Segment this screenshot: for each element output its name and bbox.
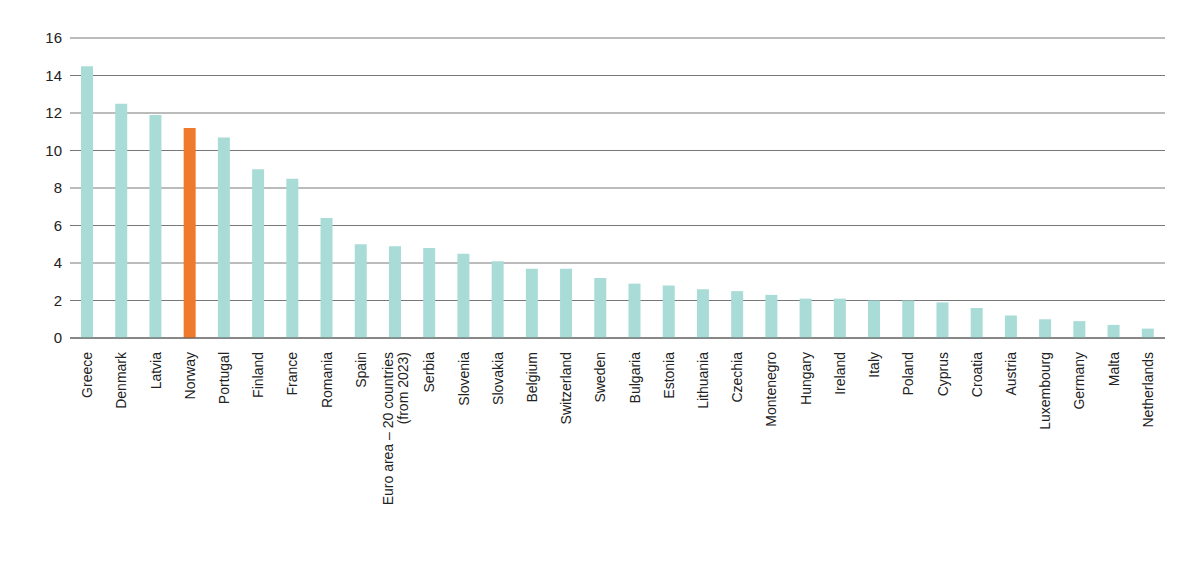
svg-text:Denmark: Denmark: [113, 351, 129, 409]
svg-text:Croatia: Croatia: [969, 352, 985, 397]
svg-text:Malta: Malta: [1106, 352, 1122, 386]
svg-text:Belgium: Belgium: [524, 352, 540, 403]
svg-text:Montenegro: Montenegro: [763, 352, 779, 427]
svg-text:Italy: Italy: [866, 352, 882, 378]
svg-text:Estonia: Estonia: [661, 352, 677, 399]
svg-text:Norway: Norway: [182, 352, 198, 399]
svg-text:Bulgaria: Bulgaria: [627, 352, 643, 404]
svg-text:14: 14: [45, 67, 62, 84]
svg-text:Netherlands: Netherlands: [1140, 352, 1156, 428]
svg-text:Germany: Germany: [1071, 352, 1087, 410]
svg-text:Slovenia: Slovenia: [456, 352, 472, 406]
svg-text:8: 8: [54, 179, 62, 196]
svg-text:Austria: Austria: [1003, 352, 1019, 396]
svg-text:6: 6: [54, 217, 62, 234]
svg-text:Lithuania: Lithuania: [695, 352, 711, 409]
svg-text:Romania: Romania: [319, 352, 335, 408]
svg-text:Spain: Spain: [353, 352, 369, 388]
svg-text:12: 12: [45, 104, 62, 121]
svg-text:Hungary: Hungary: [798, 352, 814, 405]
svg-text:Euro area – 20 countries(from: Euro area – 20 countries(from 2023): [380, 352, 411, 505]
svg-text:Latvia: Latvia: [148, 352, 164, 390]
svg-text:Cyprus: Cyprus: [935, 352, 951, 396]
svg-text:Finland: Finland: [250, 352, 266, 398]
svg-text:Poland: Poland: [900, 352, 916, 396]
svg-text:France: France: [284, 352, 300, 396]
svg-text:Sweden: Sweden: [592, 352, 608, 403]
svg-text:0: 0: [54, 329, 62, 346]
svg-text:2: 2: [54, 292, 62, 309]
svg-text:Portugal: Portugal: [216, 352, 232, 404]
svg-text:Ireland: Ireland: [832, 352, 848, 395]
svg-text:Greece: Greece: [79, 352, 95, 398]
svg-text:Czechia: Czechia: [729, 352, 745, 403]
svg-text:Switzerland: Switzerland: [558, 352, 574, 424]
svg-text:Slovakia: Slovakia: [490, 352, 506, 405]
svg-text:Luxembourg: Luxembourg: [1037, 352, 1053, 430]
svg-text:4: 4: [54, 254, 62, 271]
svg-text:16: 16: [45, 29, 62, 46]
svg-text:Serbia: Serbia: [421, 352, 437, 393]
svg-text:10: 10: [45, 142, 62, 159]
